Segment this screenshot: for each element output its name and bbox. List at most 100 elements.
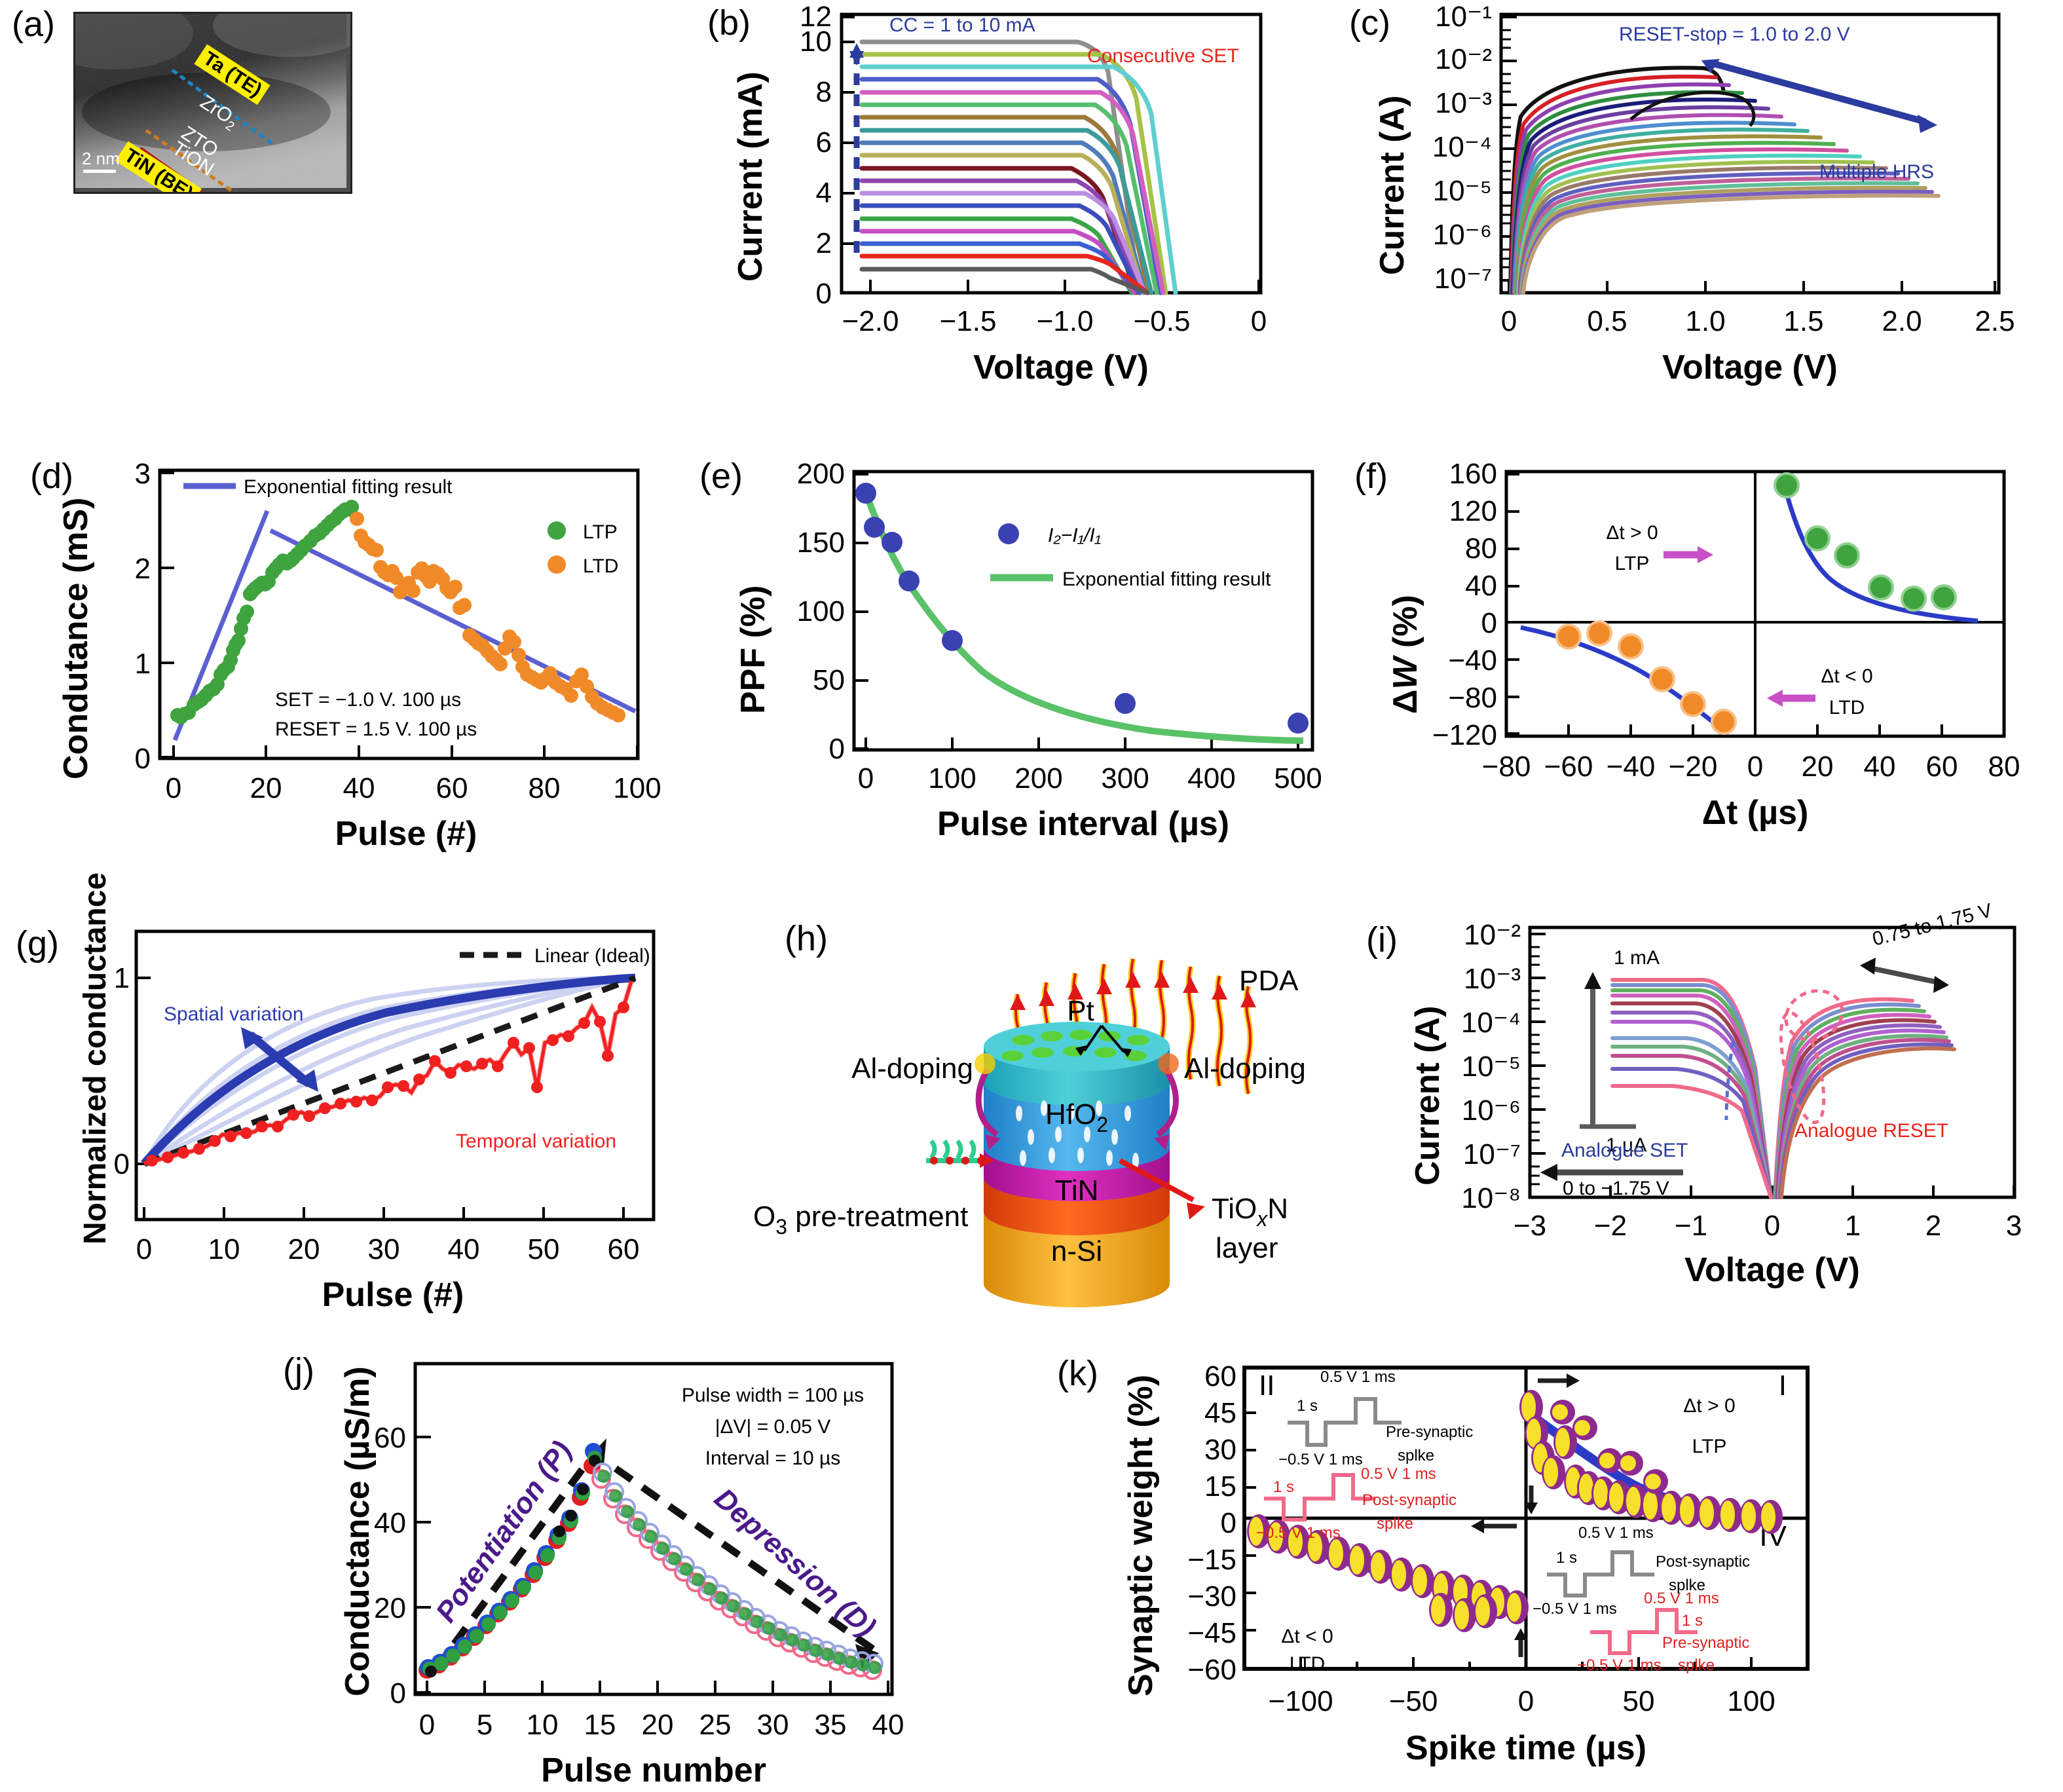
svg-text:60: 60 (374, 1422, 406, 1454)
svg-text:45: 45 (1204, 1397, 1236, 1429)
legend-fit-label-e: Exponential fitting result (1062, 569, 1271, 590)
svg-text:400: 400 (1187, 762, 1235, 794)
panel-f-xlabel: Δt (µs) (1702, 794, 1809, 832)
svg-text:10⁻²: 10⁻² (1464, 919, 1521, 951)
svg-text:−1.0: −1.0 (1037, 305, 1094, 337)
k-q2-black-lbl2: splke (1398, 1447, 1434, 1465)
svg-text:0: 0 (1221, 1507, 1236, 1539)
o3-arrows (926, 1139, 994, 1168)
svg-text:10⁻¹: 10⁻¹ (1435, 1, 1492, 33)
k-q4-red-wave (1590, 1608, 1698, 1655)
i-1ma-label: 1 mA (1614, 947, 1660, 969)
ltp-fit-f (1782, 485, 1979, 624)
svg-text:12: 12 (800, 1, 832, 33)
svg-text:15: 15 (1204, 1470, 1236, 1503)
panel-j-label: (j) (283, 1351, 314, 1391)
svg-text:100: 100 (797, 595, 845, 627)
cc-arrow-b (849, 43, 864, 262)
legend-ltp-label: LTP (583, 521, 618, 543)
svg-text:30: 30 (757, 1709, 789, 1741)
svg-text:10⁻⁶: 10⁻⁶ (1433, 219, 1492, 251)
svg-text:0: 0 (135, 743, 151, 775)
k-q4-red-waveneg: −0.5 V 1 ms (1577, 1656, 1662, 1674)
spatial-annotation: Spatial variation (164, 1003, 303, 1025)
i-1ua-label: 1 µA (1606, 1134, 1646, 1156)
svg-text:−30: −30 (1187, 1580, 1236, 1613)
tem-line-zto (145, 128, 236, 192)
reset-range-arrow-i (1860, 958, 1949, 993)
k-q4-black-wave (1547, 1550, 1654, 1597)
k-q2-red-lbl1: Post-synaptic (1362, 1491, 1457, 1509)
svg-text:0.5: 0.5 (1587, 305, 1627, 337)
svg-text:20: 20 (642, 1709, 674, 1741)
ppf-fit-curve (863, 492, 1304, 744)
i-analogue-reset-label: Analogue RESET (1794, 1120, 1948, 1142)
panel-e-xlabel: Pulse interval (µs) (937, 805, 1229, 843)
k-q4-red-lbl1: Pre-synaptic (1662, 1634, 1749, 1652)
tem-line-ta (171, 68, 273, 145)
svg-text:0: 0 (858, 762, 874, 794)
panel-i-xlabel: Voltage (V) (1684, 1251, 1860, 1289)
svg-text:30: 30 (1204, 1434, 1236, 1466)
svg-text:10⁻³: 10⁻³ (1464, 963, 1521, 995)
f-ltd-dt: Δt < 0 (1821, 665, 1872, 687)
svg-text:40: 40 (374, 1507, 406, 1539)
svg-text:20: 20 (250, 772, 282, 804)
svg-text:10⁻³: 10⁻³ (1435, 87, 1492, 119)
svg-text:3: 3 (2006, 1210, 2022, 1242)
potentiation-guide (432, 1451, 597, 1673)
svg-text:0: 0 (136, 1233, 152, 1265)
panel-i: (i) Current (A) 10⁻² 10⁻³ 10⁻⁴ 10⁻⁵ 10⁻⁶ 10… (1362, 900, 2063, 1336)
legend-ppf-label: I₂−I₁/I₁ (1048, 525, 1101, 546)
spatial-mean-curve (141, 973, 636, 1167)
svg-text:10⁻⁵: 10⁻⁵ (1462, 1051, 1521, 1083)
svg-text:15: 15 (584, 1709, 616, 1741)
svg-text:−3: −3 (1514, 1210, 1546, 1242)
svg-text:0: 0 (166, 772, 181, 804)
svg-text:−60: −60 (1544, 751, 1593, 783)
k-q1-down-arrow (1525, 1485, 1538, 1514)
panel-e: (e) PPF (%) 200 150 100 50 0 (694, 452, 1349, 884)
h-nsi-label: n-Si (1051, 1235, 1102, 1267)
panel-e-label: (e) (699, 457, 743, 496)
compliance-arrow-i (1580, 972, 1636, 1129)
reset-highlight-ellipse (1784, 989, 1844, 1041)
multiple-hrs-annotation: Multiple HRS (1819, 161, 1934, 183)
svg-text:10⁻⁴: 10⁻⁴ (1461, 1007, 1521, 1039)
svg-text:50: 50 (1623, 1685, 1655, 1717)
j-pulse-width: Pulse width = 100 µs (682, 1385, 864, 1406)
panel-a-label: (a) (12, 5, 55, 44)
depression-guide (613, 1465, 878, 1654)
svg-text:−40: −40 (1448, 644, 1497, 677)
svg-text:−100: −100 (1268, 1685, 1333, 1717)
svg-text:160: 160 (1449, 458, 1497, 490)
k-q1-mode: LTP (1692, 1436, 1727, 1457)
svg-text:2: 2 (135, 553, 151, 585)
temporal-annotation: Temporal variation (456, 1130, 616, 1152)
svg-text:−2.0: −2.0 (842, 305, 899, 337)
set-condition: SET = −1.0 V. 100 µs (275, 689, 461, 711)
reset-highlight-ellipse2 (1779, 1011, 1826, 1125)
svg-text:40: 40 (1864, 751, 1896, 783)
svg-text:2: 2 (816, 227, 832, 259)
svg-text:0: 0 (114, 1148, 130, 1180)
svg-text:30: 30 (368, 1233, 400, 1265)
svg-text:40: 40 (872, 1709, 904, 1741)
panel-k-label: (k) (1057, 1354, 1098, 1393)
tiox-pointer (1119, 1158, 1195, 1203)
legend-ltd-swatch (548, 555, 566, 574)
panel-h: (h) (753, 904, 1408, 1336)
h-tiox-label2: layer (1216, 1232, 1278, 1264)
svg-text:−120: −120 (1432, 719, 1497, 751)
k-q2-red-1s: 1 s (1273, 1478, 1294, 1496)
h-tin-label: TiN (1055, 1174, 1099, 1206)
svg-text:5: 5 (477, 1709, 493, 1741)
svg-text:1.0: 1.0 (1685, 305, 1725, 337)
h-hfo2-label: HfO2 (1045, 1098, 1108, 1136)
f-ltd-mode: LTD (1829, 697, 1865, 719)
svg-text:40: 40 (448, 1233, 480, 1265)
svg-text:−45: −45 (1187, 1617, 1236, 1649)
svg-text:50: 50 (813, 664, 845, 696)
